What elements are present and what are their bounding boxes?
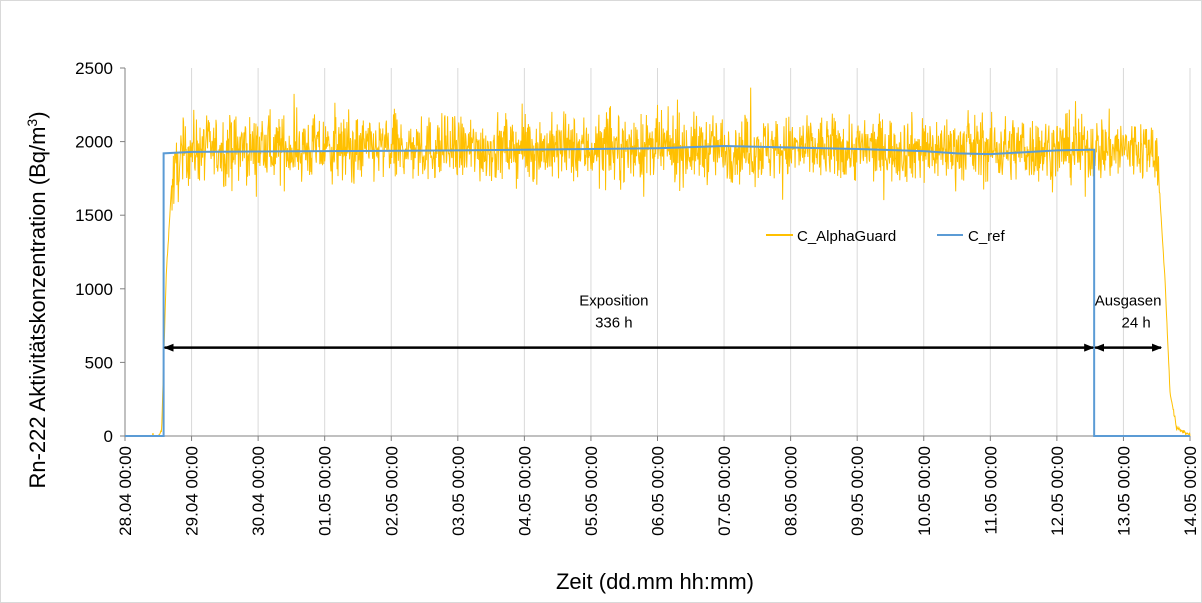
annotations: Exposition 336 h Ausgasen 24 h [163,293,1163,352]
x-tick-label: 04.05 00:00 [515,446,534,536]
y-tick-label: 2000 [75,133,113,152]
legend-label-c-ref: C_ref [968,228,1006,245]
series-c-ref [125,145,1190,437]
y-tick-label: 500 [85,353,113,372]
x-tick-label: 13.05 00:00 [1114,446,1133,536]
x-tick-label: 09.05 00:00 [848,446,867,536]
line-c-alphaguard [125,87,1191,437]
legend: C_AlphaGuard C_ref [766,228,1006,245]
x-tick-label: 01.05 00:00 [316,446,335,536]
annotation-label-line2: 24 h [1121,315,1150,332]
y-tick-label: 0 [104,427,113,446]
series-c-alphaguard [125,87,1191,437]
x-tick-label: 07.05 00:00 [715,446,734,536]
annotation-label-line1: Ausgasen [1095,293,1162,310]
x-tick-label: 05.05 00:00 [582,446,601,536]
x-tick-label: 28.04 00:00 [116,446,135,536]
tick-labels: 0 500 1000 1500 2000 2500 28.04 00:00 29.04 00:… [75,59,1200,536]
x-axis-label: Zeit (dd.mm hh:mm) [556,569,754,594]
annotation-label-line2: 336 h [595,315,633,332]
y-axis-label-close: ) [25,111,50,118]
x-tick-label: 03.05 00:00 [449,446,468,536]
x-tick-label: 12.05 00:00 [1048,446,1067,536]
legend-label-c-alphaguard: C_AlphaGuard [797,228,896,245]
x-tick-label: 08.05 00:00 [782,446,801,536]
x-tick-label: 06.05 00:00 [649,446,668,536]
x-tick-label: 14.05 00:00 [1181,446,1200,536]
y-tick-label: 1500 [75,206,113,225]
annotation-label-line1: Exposition [579,293,648,310]
line-c-ref [125,145,1190,437]
y-axis-label-sup: 3 [24,119,40,127]
axes [120,67,1191,441]
x-tick-label: 30.04 00:00 [249,446,268,536]
x-tick-label: 11.05 00:00 [981,446,1000,535]
x-tick-label: 02.05 00:00 [382,446,401,536]
y-axis-label: Rn-222 Aktivitätskonzentration (Bq/m3) [24,111,50,488]
y-tick-label: 2500 [75,59,113,78]
x-tick-label: 29.04 00:00 [183,446,202,536]
y-axis-label-main: Rn-222 Aktivitätskonzentration (Bq/m [25,127,50,489]
y-tick-label: 1000 [75,280,113,299]
x-tick-label: 10.05 00:00 [915,446,934,536]
